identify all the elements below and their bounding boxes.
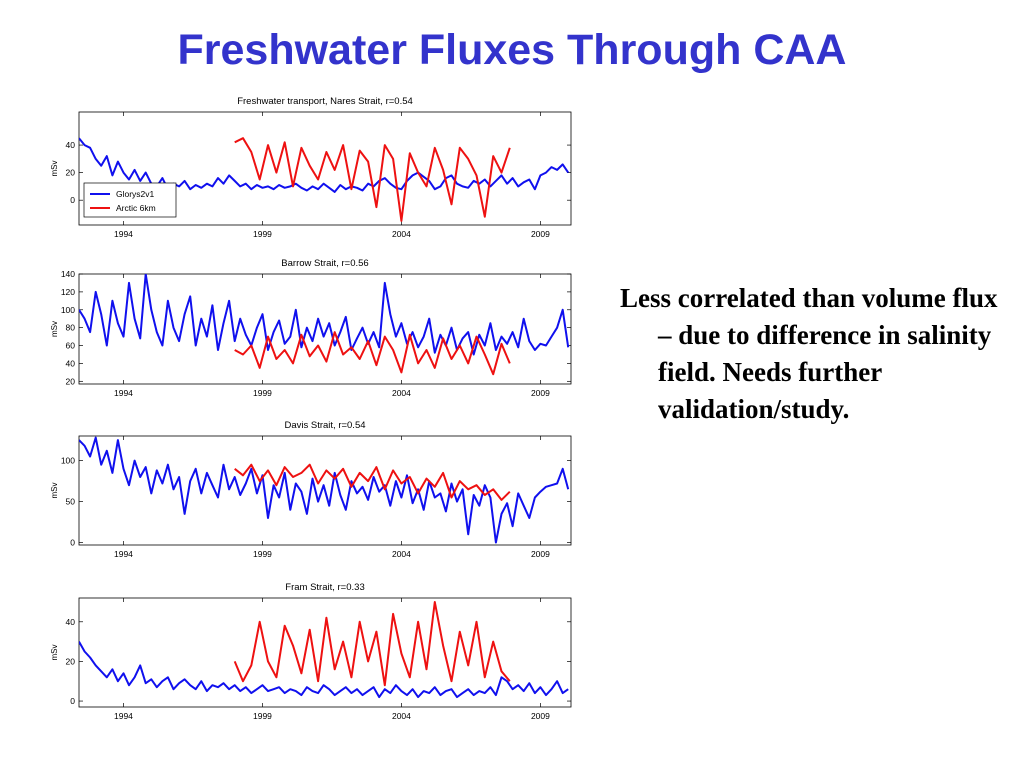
series-line-arctic-6km — [234, 331, 511, 376]
x-tick-label: 1999 — [253, 388, 272, 398]
y-tick-label: 0 — [70, 696, 75, 706]
panel-title: Davis Strait, r=0.54 — [284, 420, 365, 431]
series-line-glorys2v1 — [79, 436, 570, 544]
y-tick-label: 20 — [66, 656, 76, 666]
x-tick-label: 2009 — [531, 549, 550, 559]
charts-figure: Freshwater transport, Nares Strait, r=0.… — [50, 96, 572, 721]
x-tick-label: 1994 — [114, 549, 133, 559]
y-axis-label: mSv — [50, 321, 59, 337]
y-tick-label: 20 — [66, 168, 76, 178]
notes-paragraph: Less correlated than volume flux – due t… — [620, 283, 998, 424]
series-line-arctic-6km — [234, 137, 511, 222]
y-axis-label: mSv — [50, 161, 59, 177]
x-tick-label: 1999 — [253, 549, 272, 559]
y-tick-label: 20 — [66, 376, 76, 386]
y-tick-label: 40 — [66, 358, 76, 368]
x-tick-label: 2004 — [392, 388, 411, 398]
x-tick-label: 1999 — [253, 229, 272, 239]
x-tick-label: 2004 — [392, 711, 411, 721]
x-tick-label: 2004 — [392, 229, 411, 239]
y-tick-label: 40 — [66, 617, 76, 627]
notes-text-block: Less correlated than volume flux – due t… — [620, 280, 1000, 428]
y-axis-label: mSv — [50, 645, 59, 661]
x-tick-label: 2009 — [531, 229, 550, 239]
y-tick-label: 0 — [70, 195, 75, 205]
x-tick-label: 1994 — [114, 388, 133, 398]
y-tick-label: 50 — [66, 497, 76, 507]
slide-title: Freshwater Fluxes Through CAA — [177, 26, 847, 74]
y-tick-label: 0 — [70, 538, 75, 548]
legend-entry: Arctic 6km — [116, 203, 156, 213]
legend-entry: Glorys2v1 — [116, 189, 155, 199]
panel-title: Barrow Strait, r=0.56 — [281, 258, 368, 269]
y-tick-label: 100 — [61, 305, 75, 315]
x-tick-label: 2009 — [531, 388, 550, 398]
y-tick-label: 60 — [66, 341, 76, 351]
series-line-arctic-6km — [234, 463, 511, 501]
y-tick-label: 100 — [61, 456, 75, 466]
y-tick-label: 80 — [66, 323, 76, 333]
y-tick-label: 40 — [66, 140, 76, 150]
panel-title: Fram Strait, r=0.33 — [285, 582, 364, 593]
series-line-glorys2v1 — [79, 274, 570, 356]
series-line-arctic-6km — [233, 601, 511, 687]
series-line-glorys2v1 — [79, 641, 569, 699]
x-tick-label: 2009 — [531, 711, 550, 721]
y-tick-label: 140 — [61, 269, 75, 279]
plot-area-frame — [78, 273, 572, 385]
legend-box — [83, 182, 177, 218]
x-tick-label: 1994 — [114, 229, 133, 239]
series-line-glorys2v1 — [79, 137, 570, 193]
x-tick-label: 2004 — [392, 549, 411, 559]
x-tick-label: 1994 — [114, 711, 133, 721]
panel-title: Freshwater transport, Nares Strait, r=0.… — [237, 96, 413, 107]
y-axis-label: mSv — [50, 483, 59, 499]
x-tick-label: 1999 — [253, 711, 272, 721]
y-tick-label: 120 — [61, 287, 75, 297]
